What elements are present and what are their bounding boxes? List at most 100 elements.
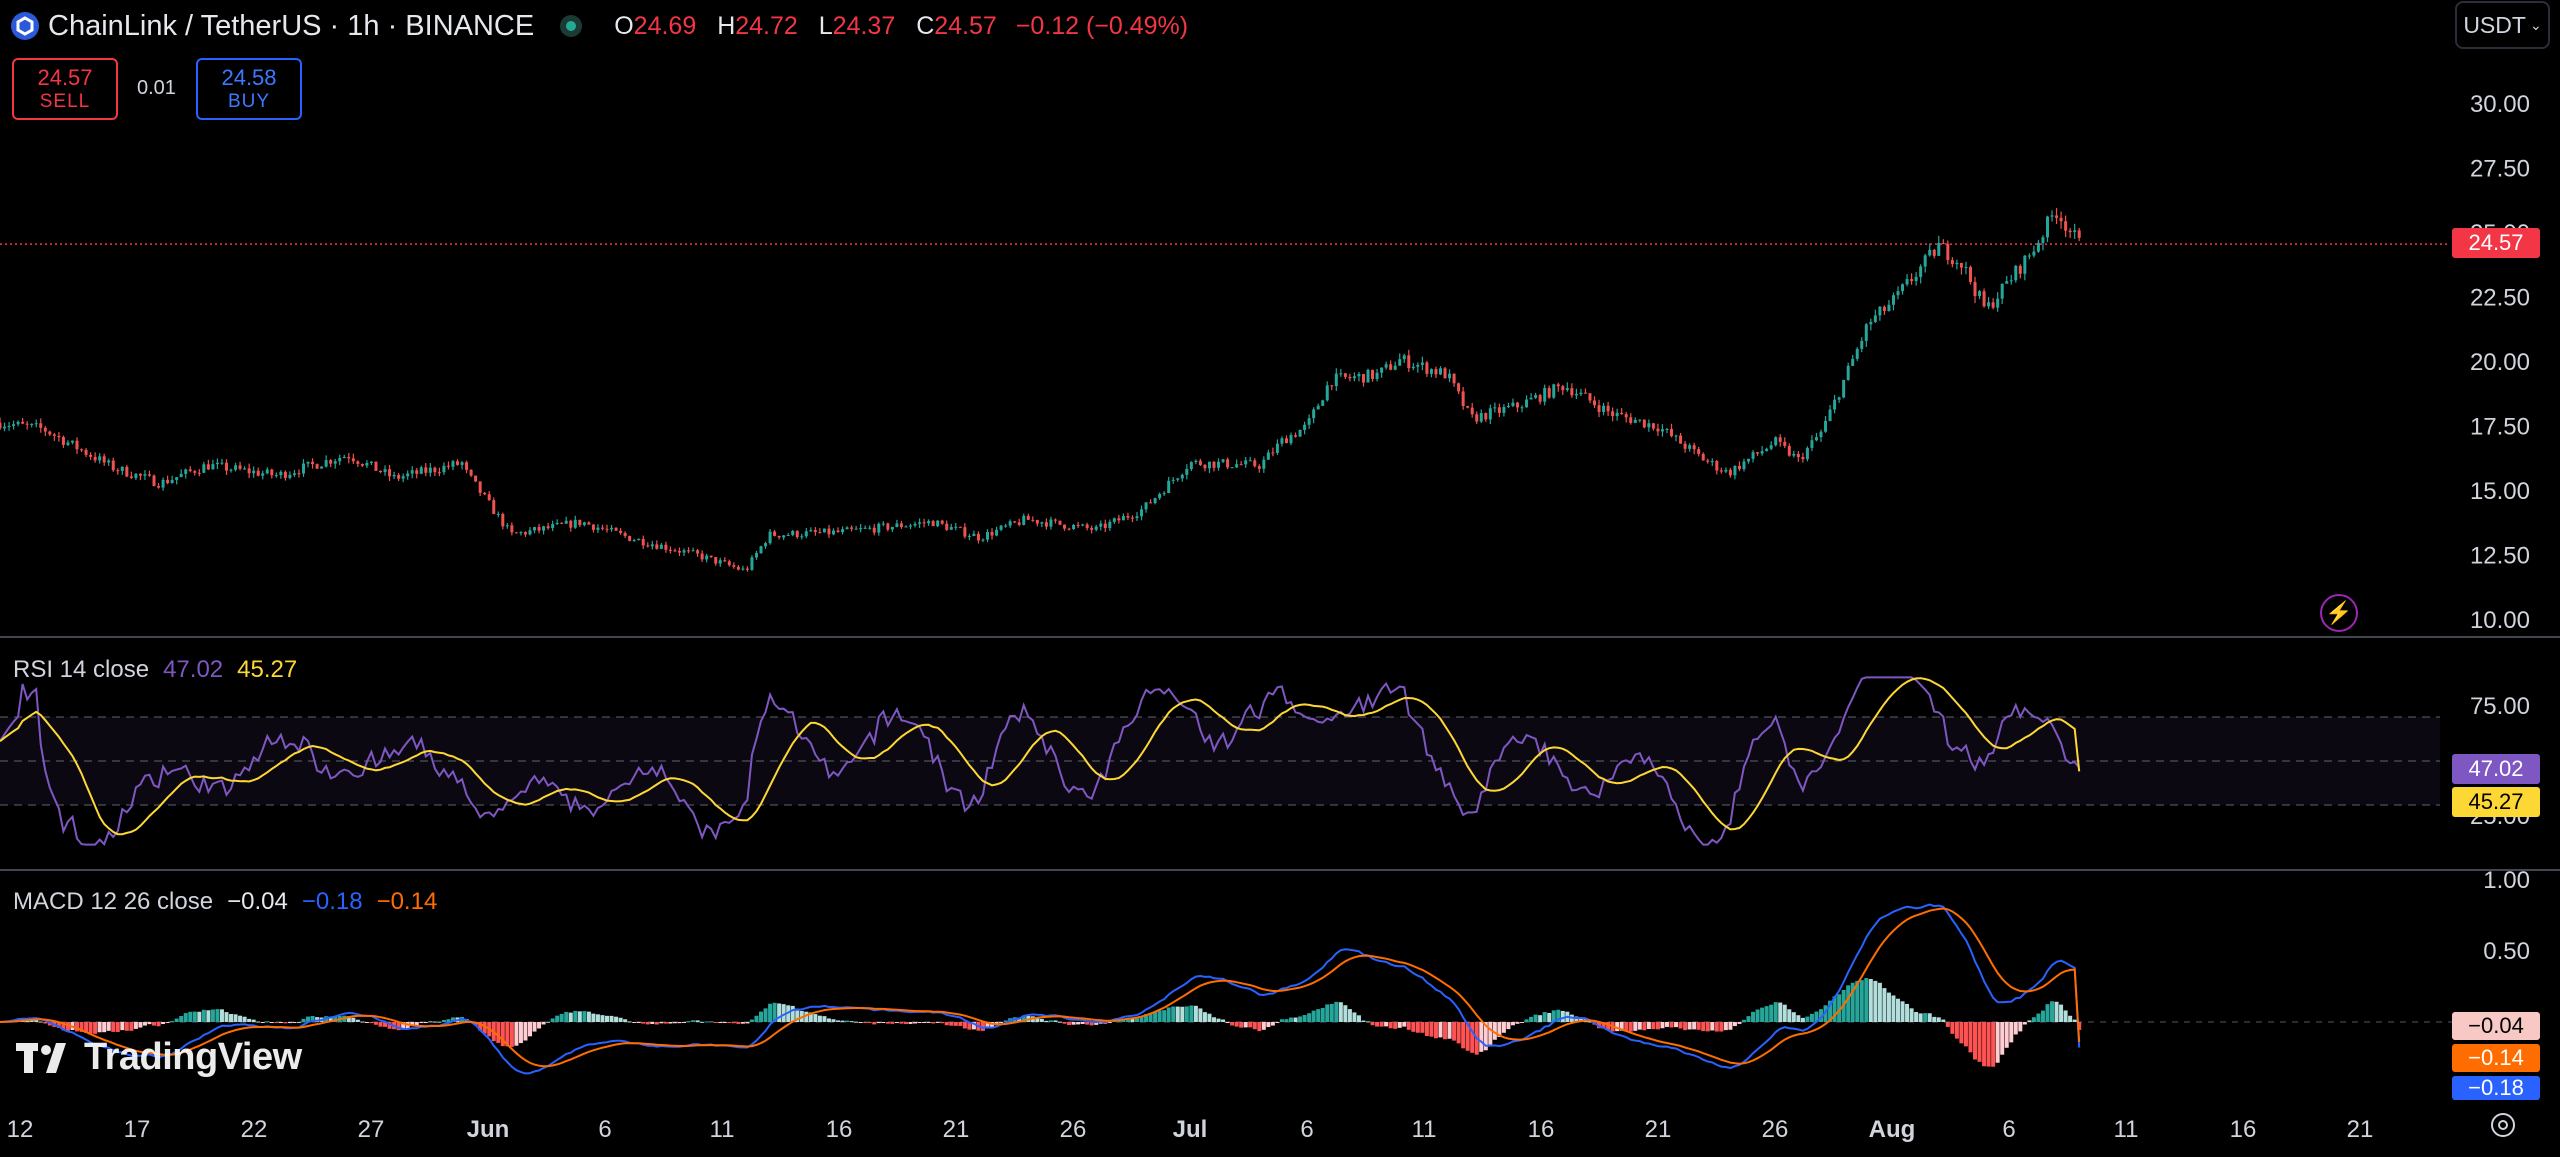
price-tick-label: 20.00	[2470, 349, 2530, 376]
candle-body	[61, 436, 65, 445]
candle-body	[2005, 281, 2009, 284]
macd-signal-legend-value: −0.14	[376, 888, 438, 915]
sell-button[interactable]: 24.57 SELL	[12, 58, 118, 120]
macd-histogram-bar	[373, 1022, 378, 1025]
candle-body	[1180, 474, 1184, 479]
candle-body	[501, 513, 505, 527]
macd-histogram-bar	[1837, 994, 1842, 1022]
candle-body	[410, 470, 414, 474]
macd-histogram-bar	[1755, 1009, 1760, 1022]
buy-label: BUY	[227, 91, 271, 112]
candle-body	[1606, 405, 1610, 412]
candle-body	[306, 461, 310, 464]
macd-histogram-bar	[1760, 1007, 1765, 1022]
macd-histogram-bar	[537, 1022, 542, 1029]
chainlink-logo-icon[interactable]	[10, 11, 40, 41]
macd-histogram-bar	[1601, 1022, 1606, 1029]
candle-body	[913, 523, 917, 526]
macd-histogram-bar	[75, 1022, 80, 1032]
candle-body	[610, 527, 614, 530]
candle-body	[474, 475, 478, 482]
macd-histogram-bar	[645, 1022, 650, 1025]
macd-histogram-bar	[1234, 1022, 1239, 1027]
candle-body	[551, 524, 555, 529]
buy-button[interactable]: 24.58 BUY	[196, 58, 302, 120]
candle-body	[986, 531, 990, 540]
macd-histogram-bar	[958, 1022, 963, 1026]
macd-histogram-bar	[1710, 1022, 1715, 1031]
macd-histogram-bar	[1171, 1006, 1176, 1022]
macd-line	[0, 903, 2081, 1075]
macd-histogram-bar	[1076, 1022, 1081, 1025]
macd-histogram-bar	[147, 1022, 152, 1025]
candle-body	[981, 539, 985, 541]
macd-histogram-bar	[772, 1002, 777, 1022]
candle-body	[1882, 306, 1886, 311]
lightning-icon[interactable]: ⚡	[2320, 594, 2358, 632]
candle-body	[1946, 243, 1950, 261]
macd-histogram-bar	[1293, 1017, 1298, 1022]
price-tick-label: 22.50	[2470, 285, 2530, 312]
time-axis-label: 17	[124, 1116, 151, 1143]
candle-body	[596, 527, 600, 530]
candle-body	[709, 555, 713, 558]
macd-histogram-bar	[867, 1022, 872, 1023]
candle-body	[483, 492, 487, 495]
candle-body	[927, 521, 931, 524]
rsi-legend[interactable]: RSI 14 close 47.02 45.27	[13, 656, 311, 684]
macd-histogram-bar	[2013, 1022, 2018, 1035]
candle-body	[351, 458, 355, 462]
candle-body	[859, 528, 863, 530]
candle-body	[614, 527, 618, 531]
candle-body	[696, 550, 700, 554]
market-status-icon[interactable]	[560, 15, 583, 37]
tradingview-logo-icon	[16, 1041, 74, 1075]
macd-histogram-bar	[1954, 1022, 1959, 1039]
currency-button[interactable]: USDT ⌄	[2455, 1, 2550, 49]
candle-body	[1869, 321, 1873, 325]
candle-body	[215, 462, 219, 465]
macd-histogram-bar	[1882, 988, 1887, 1022]
macd-histogram-bar	[2022, 1022, 2027, 1025]
macd-histogram-bar	[899, 1022, 904, 1024]
candle-body	[1837, 397, 1841, 400]
candle-body	[741, 568, 745, 570]
candle-body	[1008, 521, 1012, 526]
macd-histogram-bar	[1520, 1022, 1525, 1023]
candle-body	[48, 431, 52, 435]
rsi-legend-name: RSI 14 close	[13, 656, 150, 683]
price-tick-label: 30.00	[2470, 91, 2530, 118]
ohlc-values: O24.69 H24.72 L24.37 C24.57 −0.12 (−0.49…	[600, 12, 1188, 41]
macd-histogram-bar	[1347, 1009, 1352, 1022]
macd-histogram-bar	[731, 1022, 736, 1024]
candle-body	[2000, 283, 2004, 299]
macd-histogram-bar	[614, 1016, 619, 1022]
candle-body	[1665, 429, 1669, 431]
symbol-title[interactable]: ChainLink / TetherUS · 1h · BINANCE	[48, 9, 535, 42]
candle-body	[320, 466, 324, 469]
macd-histogram-bar	[1017, 1017, 1022, 1022]
settings-icon[interactable]	[2488, 1110, 2518, 1140]
macd-histogram-bar	[1510, 1022, 1515, 1026]
macd-histogram-bar	[586, 1011, 591, 1022]
candle-body	[66, 442, 70, 445]
macd-histogram-bar	[1941, 1019, 1946, 1022]
macd-legend[interactable]: MACD 12 26 close −0.04 −0.18 −0.14	[13, 888, 451, 916]
macd-histogram-bar	[2063, 1010, 2068, 1022]
spread-value: 0.01	[137, 77, 176, 99]
candle-body	[1887, 304, 1891, 311]
candle-body	[1063, 524, 1067, 529]
candle-body	[397, 474, 401, 479]
candle-body	[442, 465, 446, 473]
time-axis-label: 22	[241, 1116, 268, 1143]
candle-body	[1040, 522, 1044, 524]
candle-body	[2023, 255, 2027, 274]
candle-body	[605, 528, 609, 530]
candle-body	[70, 440, 74, 443]
candle-body	[1624, 414, 1628, 418]
macd-histogram-bar	[197, 1011, 202, 1022]
macd-histogram-bar	[1950, 1022, 1955, 1034]
macd-histogram-bar	[754, 1015, 759, 1022]
macd-histogram-bar	[43, 1022, 48, 1024]
